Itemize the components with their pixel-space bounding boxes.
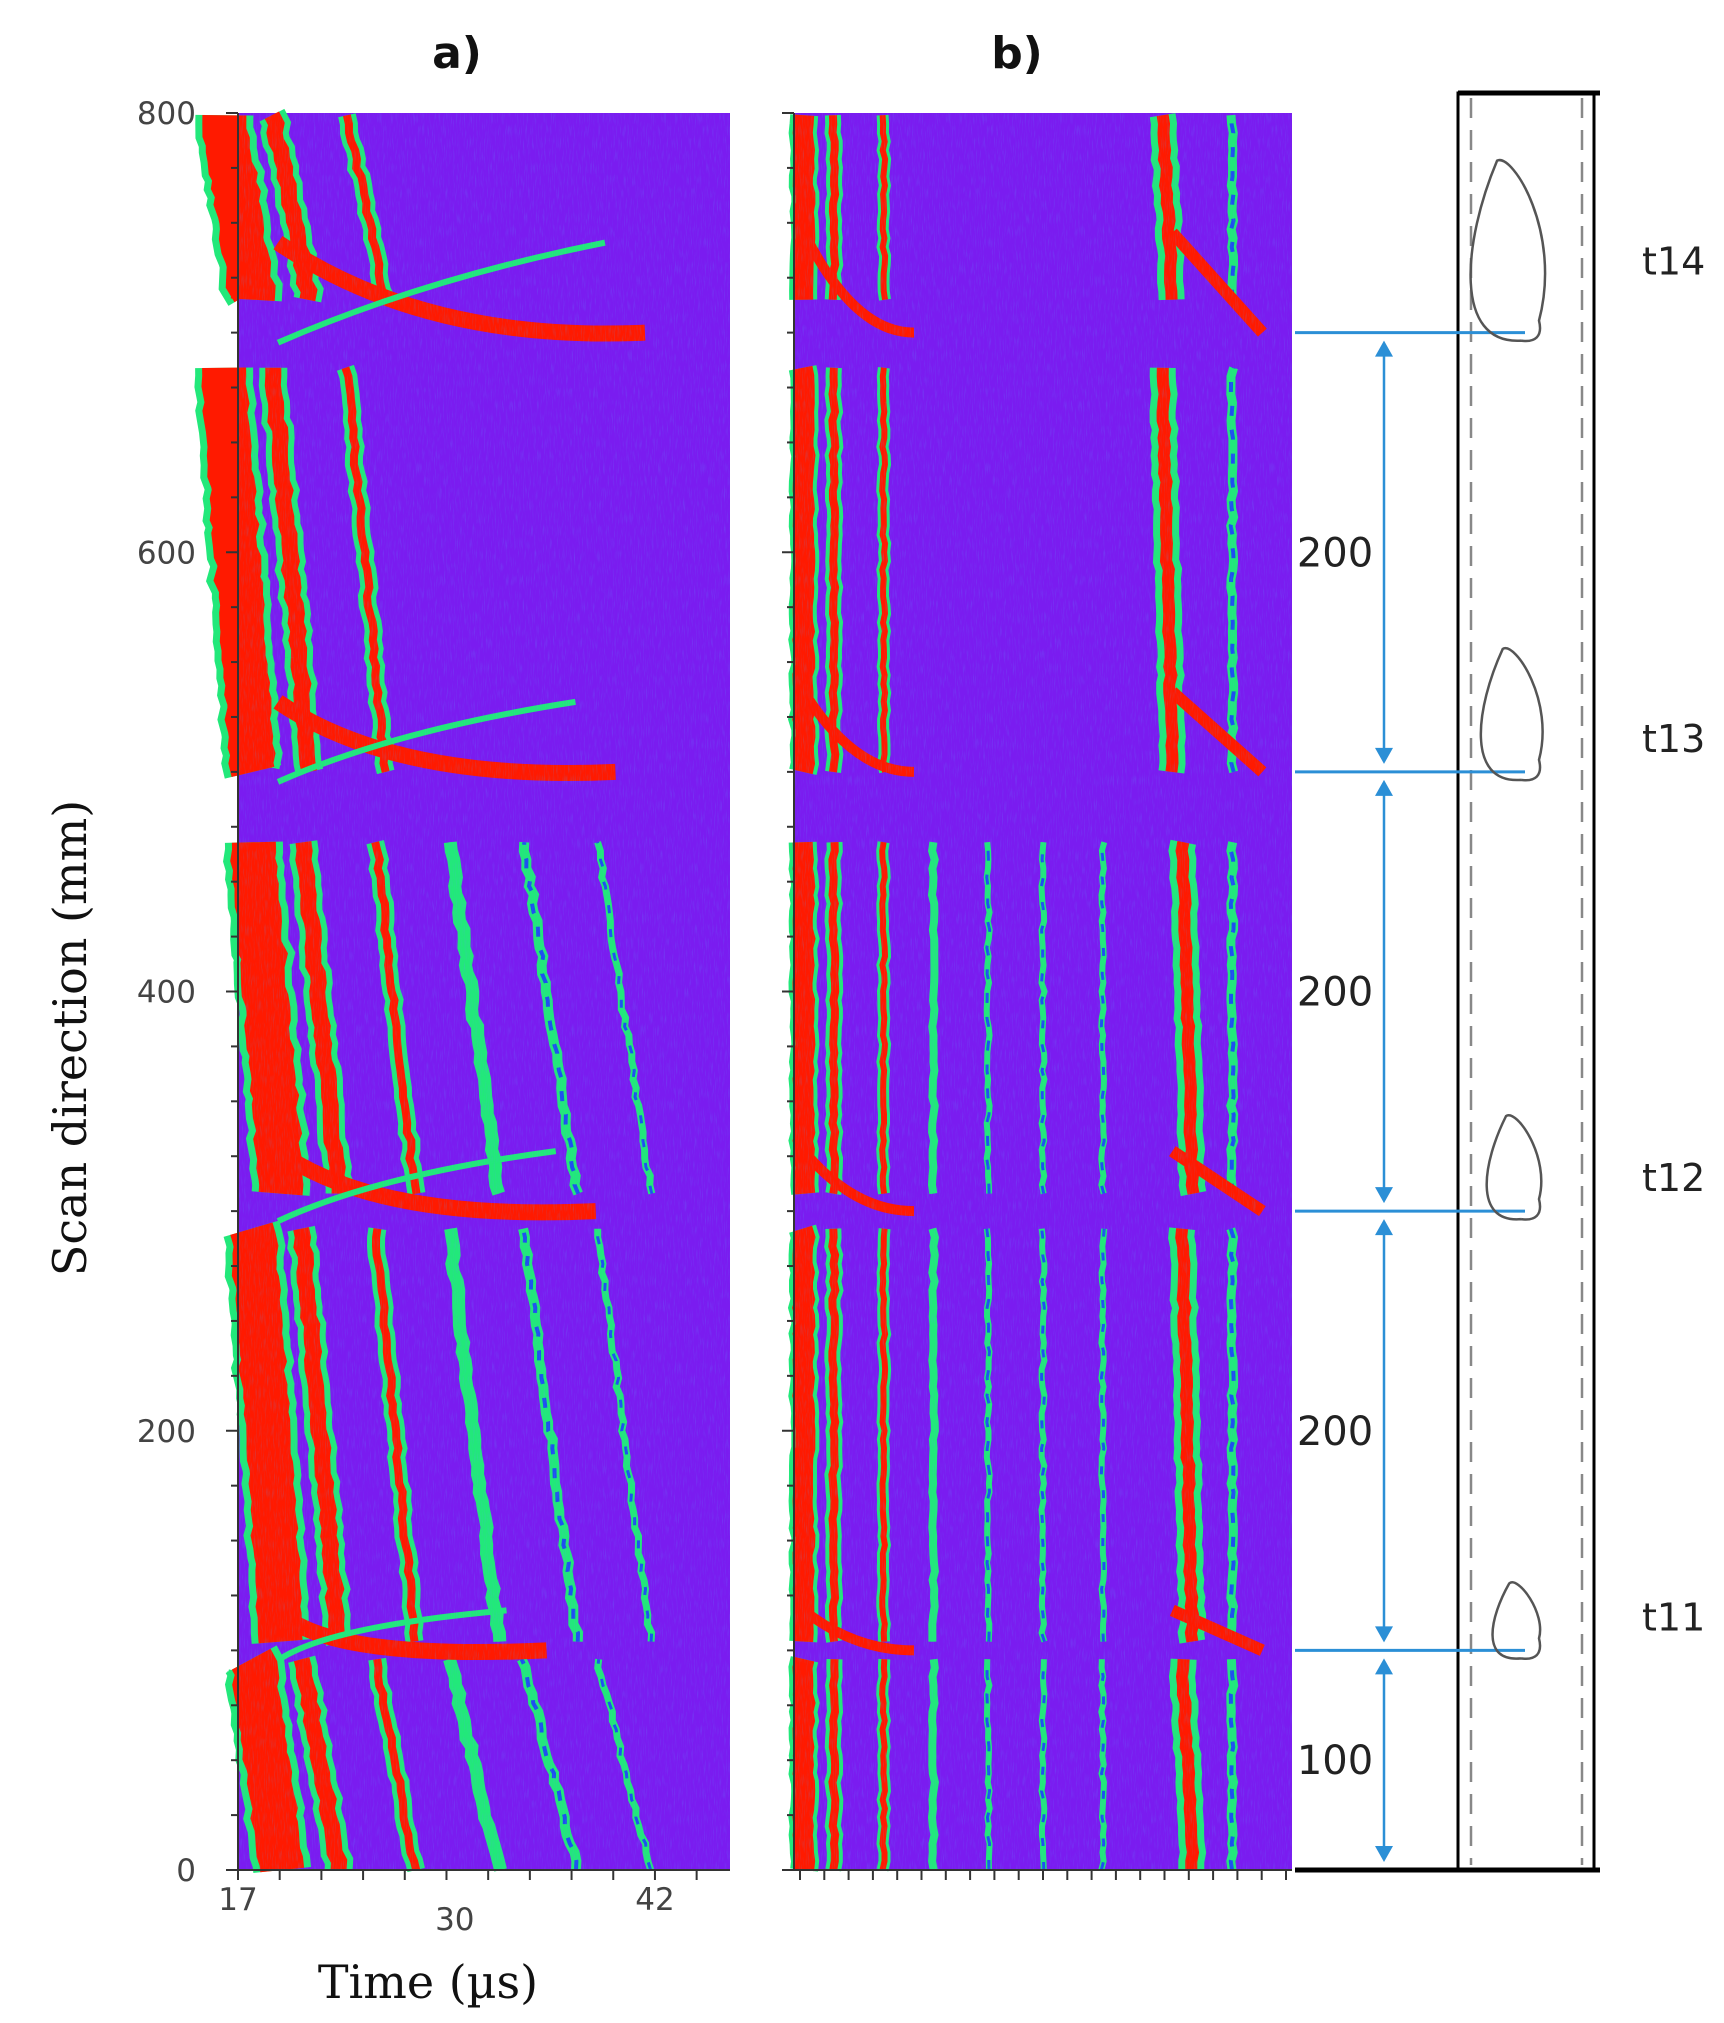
x-axis-a: 17 30 42 [218, 1869, 730, 1938]
y-tick-label: 200 [137, 1414, 196, 1450]
bscan-panel-b [787, 113, 1292, 1872]
dimension-label: 200 [1297, 530, 1373, 576]
dimension-label: 100 [1297, 1738, 1373, 1784]
defect-shape [1479, 646, 1544, 782]
y-axis-title: Scan direction (mm) [43, 800, 97, 1276]
specimen-schematic: 100 200 200 200 t11 t12 t13 t14 [1295, 90, 1705, 1873]
x-tick-label: 17 [218, 1882, 257, 1918]
y-tick-label: 800 [137, 96, 196, 132]
dimension-arrow-down [1375, 1187, 1393, 1204]
dimension-arrow-down [1375, 1626, 1393, 1643]
defect-label: t13 [1642, 717, 1705, 761]
x-tick-label: 42 [635, 1882, 674, 1918]
panel-label-b: b) [991, 28, 1043, 79]
x-axis-title: Time (µs) [318, 1955, 538, 2009]
defect-label: t11 [1642, 1595, 1705, 1639]
bscan-panel-a [194, 108, 730, 1873]
y-tick-label: 600 [137, 535, 196, 571]
dimension-arrow-up [1375, 1219, 1393, 1236]
defect-shape [1491, 1581, 1542, 1660]
dimension-label: 200 [1297, 970, 1373, 1016]
panel-label-a: a) [432, 28, 482, 79]
bscan-noise-b [794, 113, 1292, 1870]
dimension-arrow-down [1375, 1846, 1393, 1862]
dimension-arrow-up [1375, 340, 1393, 357]
x-axis-b [794, 1869, 1292, 1880]
defect-shape [1485, 1114, 1543, 1221]
dimension-arrow-up [1375, 779, 1393, 796]
defect-shape [1469, 158, 1547, 343]
dimension-arrow-down [1375, 747, 1393, 764]
y-axis: 0 200 400 600 800 [137, 96, 795, 1889]
x-tick-label: 30 [435, 1902, 474, 1938]
specimen-outline [1456, 91, 1596, 1872]
dimension-label: 200 [1297, 1409, 1373, 1455]
y-tick-label: 400 [137, 975, 196, 1011]
dimension-arrow-up [1375, 1658, 1393, 1675]
y-tick-label: 0 [176, 1853, 196, 1889]
bscan-noise-a [238, 113, 730, 1870]
defect-label: t14 [1642, 240, 1705, 284]
defect-label: t12 [1642, 1156, 1705, 1200]
